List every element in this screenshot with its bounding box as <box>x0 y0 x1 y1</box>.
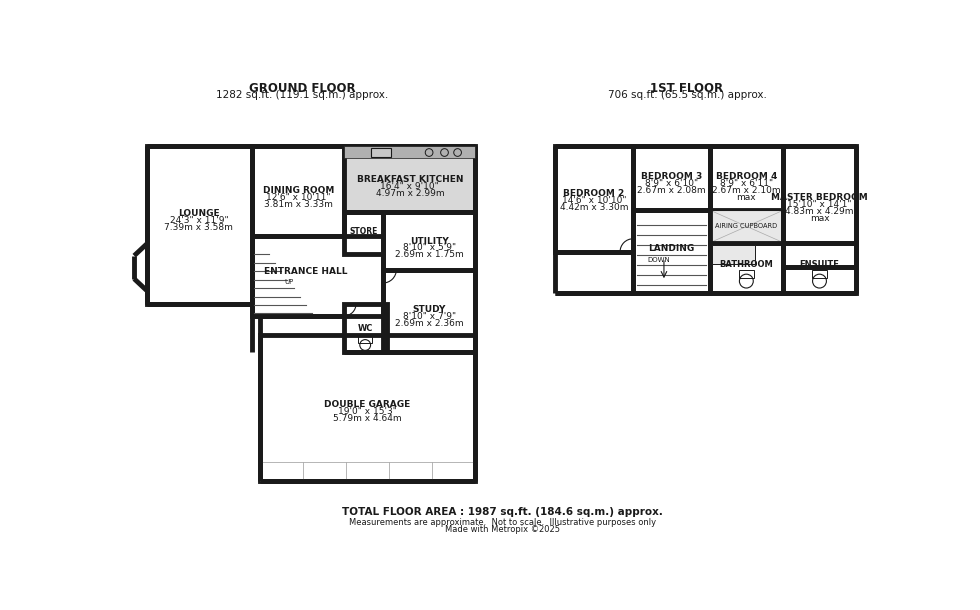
Bar <box>252 146 344 237</box>
Text: BREAKFAST KITCHEN: BREAKFAST KITCHEN <box>357 175 464 184</box>
Text: 2.69m x 2.36m: 2.69m x 2.36m <box>395 319 464 328</box>
Bar <box>811 270 827 278</box>
Text: 14'6" x 10'10": 14'6" x 10'10" <box>562 196 626 205</box>
Text: 4.42m x 3.30m: 4.42m x 3.30m <box>560 203 628 212</box>
Text: 8'9" x 6'11": 8'9" x 6'11" <box>719 179 773 188</box>
Text: 19'0" x 15'3": 19'0" x 15'3" <box>338 407 397 416</box>
Text: 15'10" x 14'1": 15'10" x 14'1" <box>787 200 852 209</box>
Bar <box>739 270 754 278</box>
Bar <box>371 148 391 157</box>
Bar <box>359 335 372 343</box>
Text: 2.67m x 2.10m: 2.67m x 2.10m <box>712 185 781 195</box>
Text: LANDING: LANDING <box>649 244 695 253</box>
Bar <box>555 146 633 252</box>
Text: 2.67m x 2.08m: 2.67m x 2.08m <box>637 185 706 195</box>
Text: BEDROOM 3: BEDROOM 3 <box>641 172 703 181</box>
Text: LOUNGE: LOUNGE <box>178 209 220 218</box>
Text: 4.97m x 2.99m: 4.97m x 2.99m <box>375 189 444 198</box>
Text: 8'10" x 7'9": 8'10" x 7'9" <box>403 312 456 321</box>
Bar <box>383 270 475 352</box>
Text: DINING ROOM: DINING ROOM <box>263 185 334 195</box>
Text: UP: UP <box>284 279 294 285</box>
Text: 4.83m x 4.29m: 4.83m x 4.29m <box>785 207 854 217</box>
Text: BEDROOM 2: BEDROOM 2 <box>564 189 624 198</box>
Bar <box>147 146 252 304</box>
Bar <box>783 243 857 293</box>
Bar <box>252 237 383 316</box>
Text: AIRING CUPBOARD: AIRING CUPBOARD <box>715 223 777 229</box>
Text: Measurements are approximate.  Not to scale.  Illustrative purposes only: Measurements are approximate. Not to sca… <box>349 518 656 526</box>
Text: 8'9" x 6'10": 8'9" x 6'10" <box>645 179 698 188</box>
Bar <box>712 245 755 264</box>
Text: BATHROOM: BATHROOM <box>719 260 773 268</box>
Text: ENTRANCE HALL: ENTRANCE HALL <box>265 267 348 276</box>
Text: ENSUITE: ENSUITE <box>800 260 840 268</box>
Text: 1282 sq.ft. (119.1 sq.m.) approx.: 1282 sq.ft. (119.1 sq.m.) approx. <box>216 90 388 100</box>
Text: DOUBLE GARAGE: DOUBLE GARAGE <box>324 400 411 409</box>
Bar <box>633 146 710 210</box>
Text: DOWN: DOWN <box>647 257 670 262</box>
Text: STUDY: STUDY <box>413 305 446 314</box>
Bar <box>710 210 783 243</box>
Text: GROUND FLOOR: GROUND FLOOR <box>249 82 356 95</box>
Bar <box>260 335 475 481</box>
Text: 5.79m x 4.64m: 5.79m x 4.64m <box>333 414 402 423</box>
Text: BEDROOM 4: BEDROOM 4 <box>715 172 777 181</box>
Bar <box>344 146 475 212</box>
Bar <box>783 146 857 267</box>
Text: 706 sq.ft. (65.5 sq.m.) approx.: 706 sq.ft. (65.5 sq.m.) approx. <box>608 90 766 100</box>
Bar <box>710 146 783 210</box>
Text: max: max <box>809 214 829 223</box>
Text: max: max <box>737 193 757 202</box>
Text: WC: WC <box>358 325 372 333</box>
Bar <box>344 146 475 158</box>
Text: UTILITY: UTILITY <box>410 237 449 246</box>
Text: 1ST FLOOR: 1ST FLOOR <box>651 82 723 95</box>
Bar <box>383 212 475 270</box>
Text: TOTAL FLOOR AREA : 1987 sq.ft. (184.6 sq.m.) approx.: TOTAL FLOOR AREA : 1987 sq.ft. (184.6 sq… <box>342 507 662 517</box>
Text: 7.39m x 3.58m: 7.39m x 3.58m <box>165 223 233 232</box>
Text: MASTER BEDROOM: MASTER BEDROOM <box>771 193 868 203</box>
Text: Made with Metropix ©2025: Made with Metropix ©2025 <box>445 525 560 534</box>
Text: STORE: STORE <box>350 228 378 236</box>
Text: 24'3" x 11'9": 24'3" x 11'9" <box>170 216 228 224</box>
Text: 8'10" x 5'9": 8'10" x 5'9" <box>403 243 456 253</box>
Text: 3.81m x 3.33m: 3.81m x 3.33m <box>264 199 332 209</box>
Text: 16'4" x 9'10": 16'4" x 9'10" <box>380 182 439 191</box>
Bar <box>344 212 383 254</box>
Bar <box>710 243 783 293</box>
Text: 2.69m x 1.75m: 2.69m x 1.75m <box>395 251 464 259</box>
Bar <box>344 304 387 352</box>
Text: 12'6" x 10'11": 12'6" x 10'11" <box>266 193 330 202</box>
Bar <box>633 210 710 293</box>
